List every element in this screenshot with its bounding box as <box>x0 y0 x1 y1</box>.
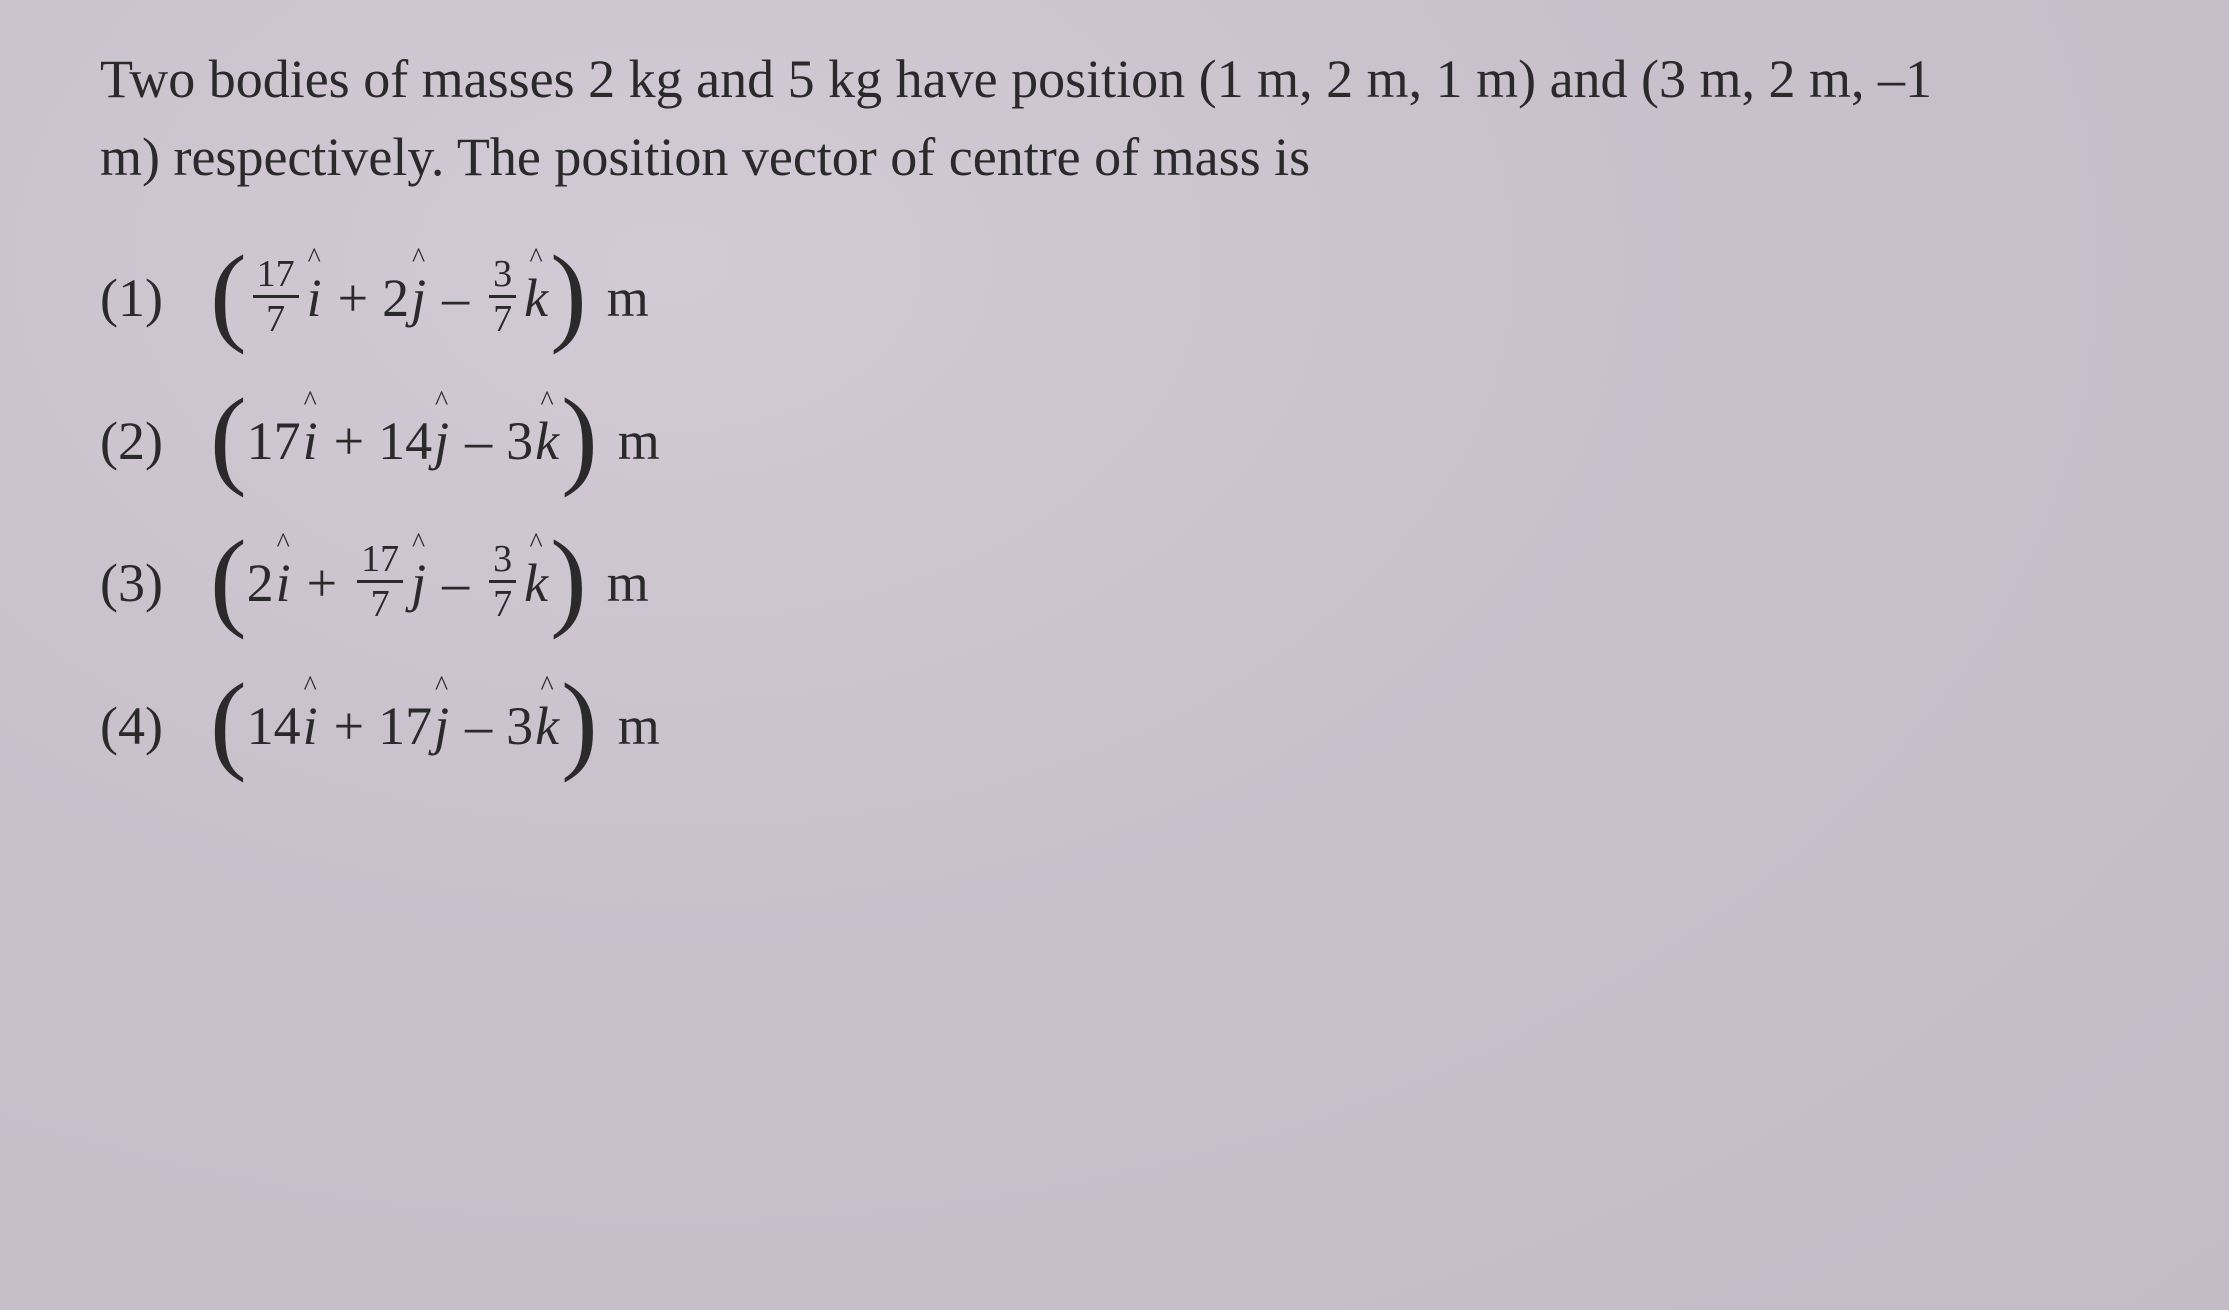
coefficient: 3 <box>506 410 533 472</box>
operator: + <box>307 552 337 614</box>
unit-vector-k-hat: ^k <box>535 695 559 757</box>
option-number: (1) <box>100 267 210 329</box>
fraction: 177 <box>253 255 299 338</box>
option-4[interactable]: (4)(14^i+17^j–3^k)m <box>100 695 2169 757</box>
unit-label: m <box>618 410 660 472</box>
operator: + <box>338 267 368 329</box>
coefficient: 2 <box>382 267 409 329</box>
unit-vector-k-hat: ^k <box>524 552 548 614</box>
coefficient: 17 <box>247 410 301 472</box>
page: Two bodies of masses 2 kg and 5 kg have … <box>0 0 2229 1310</box>
unit-vector-i-hat: ^i <box>303 695 318 757</box>
option-number: (2) <box>100 410 210 472</box>
expression: 17^i +14^j–3^k <box>247 410 561 472</box>
unit-vector-i-hat: ^i <box>307 267 322 329</box>
expression: 14^i +17^j–3^k <box>247 695 561 757</box>
coefficient: 14 <box>378 410 432 472</box>
option-2[interactable]: (2)(17^i+14^j–3^k)m <box>100 410 2169 472</box>
unit-vector-k-hat: ^k <box>535 410 559 472</box>
expression: 177^i +2^j–37^k <box>247 257 550 340</box>
unit-vector-k-hat: ^k <box>524 267 548 329</box>
operator: + <box>334 410 364 472</box>
unit-vector-i-hat: ^i <box>303 410 318 472</box>
unit-vector-j-hat: ^j <box>411 552 426 614</box>
operator: + <box>334 695 364 757</box>
unit-vector-j-hat: ^j <box>434 410 449 472</box>
coefficient: 14 <box>247 695 301 757</box>
coefficient: 3 <box>506 695 533 757</box>
fraction: 37 <box>489 255 516 338</box>
option-3[interactable]: (3)(2^i+177^j–37^k)m <box>100 542 2169 625</box>
operator: – <box>442 267 469 329</box>
unit-vector-i-hat: ^i <box>276 552 291 614</box>
unit-vector-j-hat: ^j <box>434 695 449 757</box>
options-list: (1)(177^i+2^j–37^k)m(2)(17^i+14^j–3^k)m(… <box>100 257 2169 757</box>
operator: – <box>465 695 492 757</box>
unit-vector-j-hat: ^j <box>411 267 426 329</box>
unit-label: m <box>607 267 649 329</box>
option-number: (4) <box>100 695 210 757</box>
question-text: Two bodies of masses 2 kg and 5 kg have … <box>100 40 1950 197</box>
coefficient: 17 <box>378 695 432 757</box>
option-number: (3) <box>100 552 210 614</box>
fraction: 177 <box>357 540 403 623</box>
unit-label: m <box>607 552 649 614</box>
operator: – <box>442 552 469 614</box>
fraction: 37 <box>489 540 516 623</box>
operator: – <box>465 410 492 472</box>
expression: 2^i +177^j–37^k <box>247 542 550 625</box>
option-1[interactable]: (1)(177^i+2^j–37^k)m <box>100 257 2169 340</box>
unit-label: m <box>618 695 660 757</box>
coefficient: 2 <box>247 552 274 614</box>
